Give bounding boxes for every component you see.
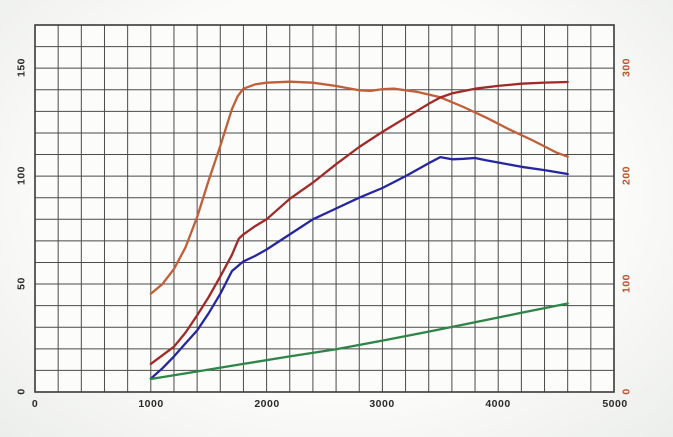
x-tick-0: 0	[31, 398, 39, 410]
x-tick-1000: 1000	[138, 398, 164, 410]
plot-frame	[34, 24, 615, 393]
y-right-tick-200: 200	[620, 165, 633, 186]
y-left-tick-50: 50	[15, 277, 28, 290]
x-tick-2000: 2000	[254, 398, 280, 410]
plot-area	[35, 25, 614, 392]
y-left-tick-0: 0	[15, 388, 28, 395]
y-right-tick-0: 0	[620, 388, 633, 395]
y-right-tick-100: 100	[620, 273, 633, 294]
y-left-tick-100: 100	[15, 165, 28, 186]
x-tick-3000: 3000	[369, 398, 395, 410]
y-left-tick-150: 150	[15, 57, 28, 78]
x-tick-5000: 5000	[602, 398, 628, 410]
x-tick-4000: 4000	[485, 398, 511, 410]
y-right-tick-300: 300	[620, 57, 633, 78]
green-line	[149, 302, 569, 381]
orange-torque-curve	[149, 80, 569, 295]
dark-red-power-curve	[149, 80, 569, 366]
blue-power-curve	[149, 155, 569, 380]
